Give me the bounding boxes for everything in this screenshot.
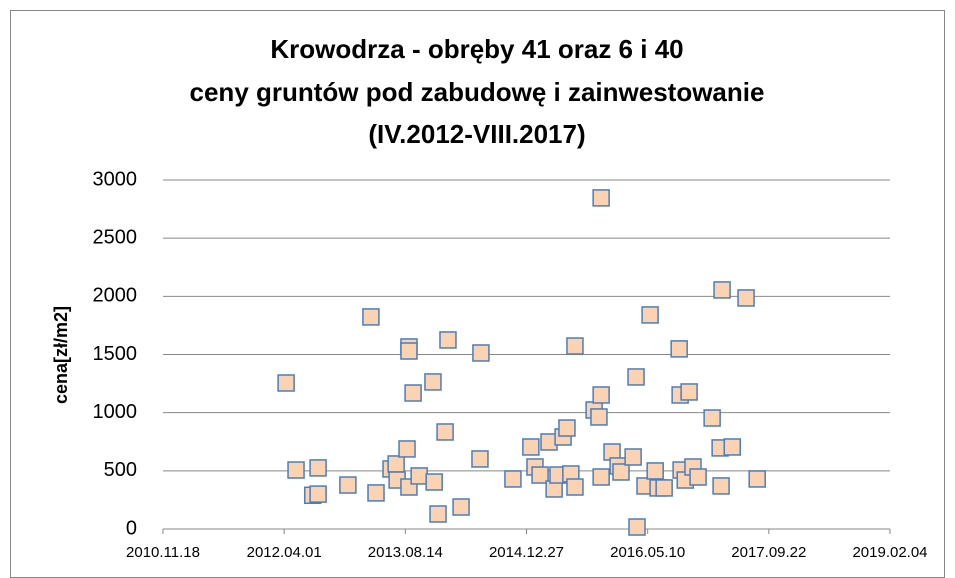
point — [566, 478, 584, 496]
y-tick-label: 0 — [126, 517, 137, 539]
point — [309, 485, 327, 503]
point — [362, 308, 380, 326]
point — [592, 468, 610, 486]
point — [670, 340, 688, 358]
point — [424, 373, 442, 391]
point — [367, 484, 385, 502]
point — [612, 463, 630, 481]
y-axis-label: cena[zł/m2] — [51, 306, 71, 404]
point — [309, 459, 327, 477]
point — [590, 408, 608, 426]
point — [287, 461, 305, 479]
chart-title: Krowodrza - obręby 41 oraz 6 i 40 — [270, 34, 683, 64]
point — [558, 419, 576, 437]
point — [531, 466, 549, 484]
point — [277, 374, 295, 392]
point — [400, 342, 418, 360]
point — [713, 281, 731, 299]
point — [504, 470, 522, 488]
x-tick-label: 2016.05.10 — [610, 544, 685, 561]
point — [624, 448, 642, 466]
x-tick-label: 2017.09.22 — [731, 544, 806, 561]
point — [439, 331, 457, 349]
chart-title: (IV.2012-VIII.2017) — [368, 119, 585, 149]
point — [646, 462, 664, 480]
point — [522, 438, 540, 456]
point — [703, 409, 721, 427]
point — [641, 306, 659, 324]
point — [748, 470, 766, 488]
point — [566, 337, 584, 355]
chart-border — [10, 10, 945, 578]
point — [689, 468, 707, 486]
x-tick-label: 2014.12.27 — [489, 544, 564, 561]
y-tick-label: 1500 — [93, 343, 138, 365]
point — [471, 450, 489, 468]
point — [452, 498, 470, 516]
point — [723, 438, 741, 456]
point — [737, 289, 755, 307]
point — [410, 467, 428, 485]
point — [425, 473, 443, 491]
point — [472, 344, 490, 362]
point — [429, 505, 447, 523]
y-tick-label: 2000 — [93, 285, 138, 307]
x-tick-label: 2013.08.14 — [368, 544, 443, 561]
y-tick-label: 500 — [104, 459, 137, 481]
y-tick-label: 1000 — [93, 401, 138, 423]
point — [627, 368, 645, 386]
chart-title: ceny gruntów pod zabudowę i zainwestowan… — [190, 77, 765, 107]
point — [655, 479, 673, 497]
point — [712, 477, 730, 495]
point — [628, 518, 646, 536]
x-tick-label: 2019.02.04 — [852, 544, 927, 561]
y-tick-label: 3000 — [93, 168, 138, 190]
x-tick-label: 2010.11.18 — [126, 544, 200, 561]
x-tick-label: 2012.04.01 — [247, 544, 322, 561]
point — [398, 440, 416, 458]
point — [436, 423, 454, 441]
point — [592, 189, 610, 207]
point — [680, 383, 698, 401]
point — [339, 476, 357, 494]
y-tick-label: 2500 — [93, 226, 138, 248]
point — [592, 386, 610, 404]
point — [404, 384, 422, 402]
point — [387, 455, 405, 473]
